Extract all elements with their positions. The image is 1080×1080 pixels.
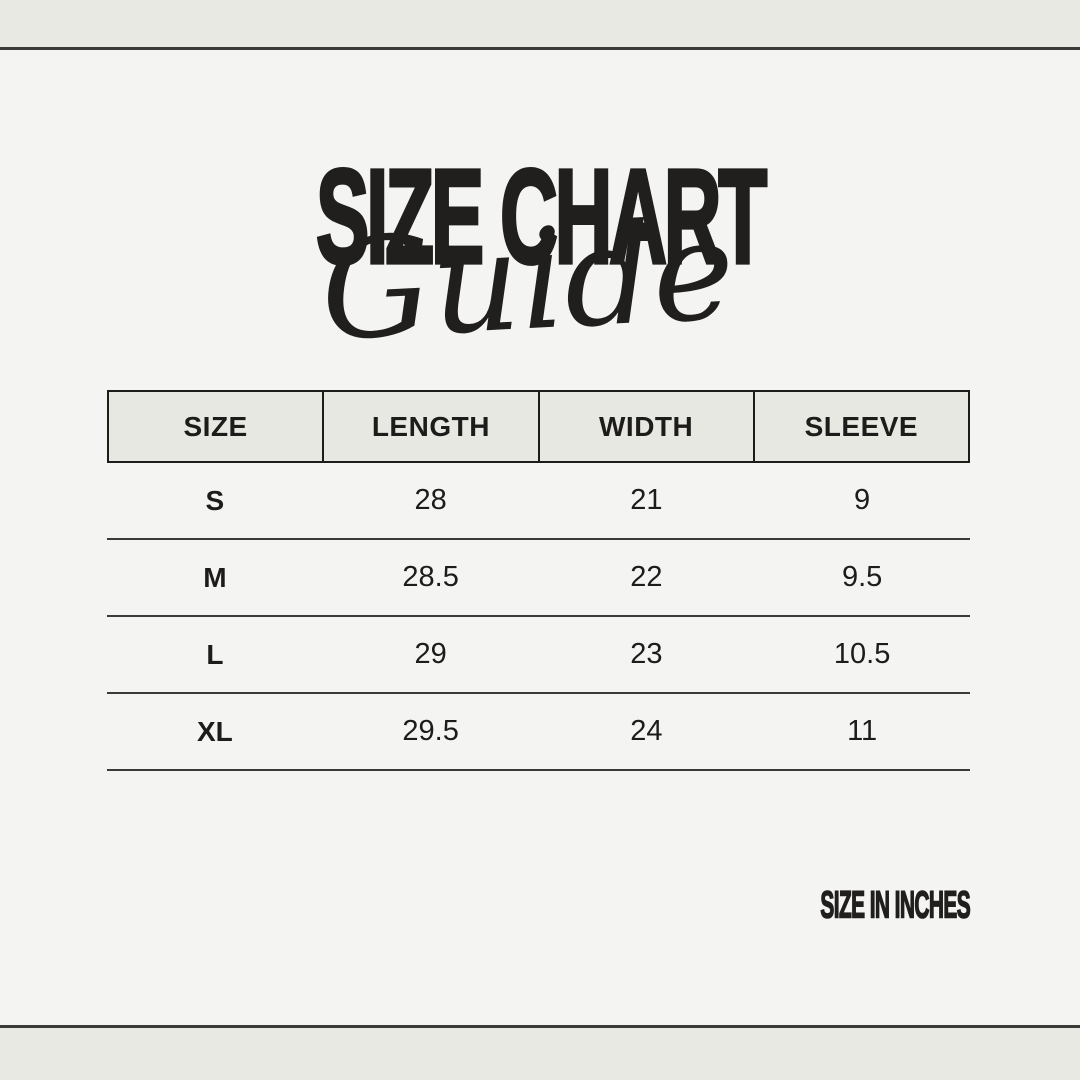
units-note: SIZE IN INCHES	[820, 882, 971, 926]
cell-sleeve: 10.5	[833, 638, 891, 670]
cell-sleeve: 9.5	[841, 561, 883, 593]
title-script-overlay: Guide	[317, 189, 739, 372]
table-row-l: L 29 23 10.5	[107, 617, 970, 694]
header-cell-sleeve: SLEEVE	[752, 392, 968, 461]
table-row-s: S 28 21 9	[107, 463, 970, 540]
cell-length: 28	[414, 484, 447, 516]
cell-size: S	[205, 484, 225, 516]
size-table: SIZE LENGTH WIDTH SLEEVE S 28 21 9 M 28.…	[107, 390, 970, 771]
cell-width: 21	[630, 484, 663, 516]
title-block: SIZE CHART	[0, 148, 1080, 286]
bottom-band	[0, 1025, 1080, 1080]
cell-length: 28.5	[402, 561, 459, 593]
page-title: SIZE CHART	[315, 141, 769, 293]
cell-width: 22	[630, 561, 663, 593]
table-header-row: SIZE LENGTH WIDTH SLEEVE	[107, 390, 970, 463]
header-cell-length: LENGTH	[322, 392, 537, 461]
header-cell-size: SIZE	[183, 410, 248, 442]
top-band	[0, 0, 1080, 50]
cell-length: 29	[414, 638, 447, 670]
header-cell-width: WIDTH	[537, 392, 753, 461]
cell-width: 24	[630, 715, 663, 747]
cell-size: XL	[196, 715, 233, 747]
cell-length: 29.5	[402, 715, 459, 747]
cell-size: M	[203, 561, 227, 593]
cell-size: L	[206, 638, 224, 670]
cell-sleeve: 11	[847, 715, 878, 747]
cell-sleeve: 9	[854, 484, 871, 516]
table-row-xl: XL 29.5 24 11	[107, 694, 970, 771]
table-row-m: M 28.5 22 9.5	[107, 540, 970, 617]
cell-width: 23	[630, 638, 663, 670]
